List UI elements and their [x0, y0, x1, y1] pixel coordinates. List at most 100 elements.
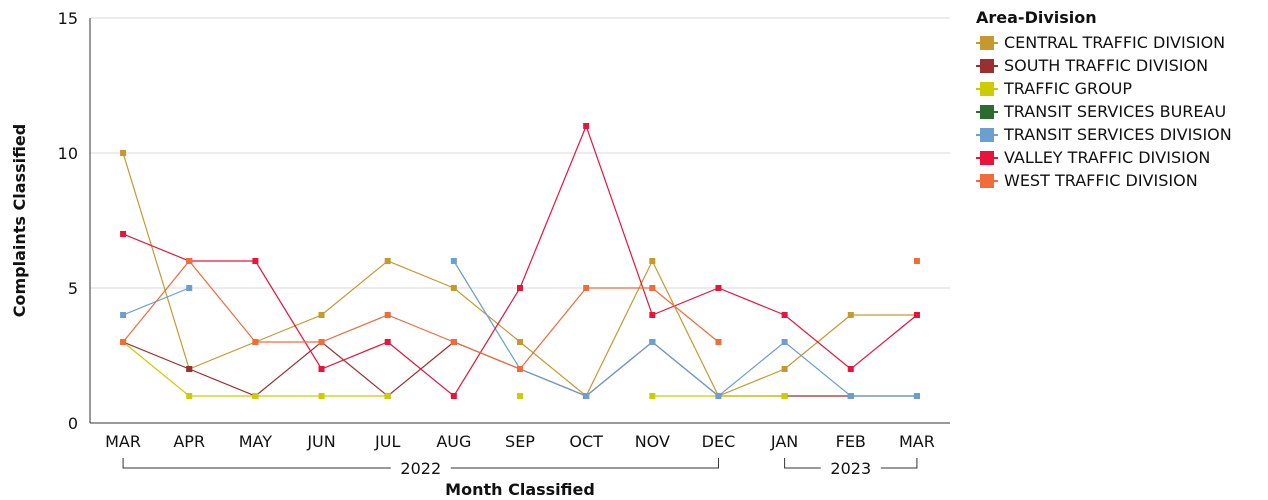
data-point [715, 393, 722, 399]
legend-label: TRAFFIC GROUP [1004, 79, 1133, 98]
data-point [318, 366, 325, 372]
legend-label: TRANSIT SERVICES DIVISION [1004, 125, 1232, 144]
year-label: 2022 [400, 459, 441, 478]
data-point [649, 339, 656, 345]
y-tick-label: 15 [58, 9, 78, 28]
data-point [781, 339, 788, 345]
data-point [186, 258, 193, 264]
legend-label: VALLEY TRAFFIC DIVISION [1004, 148, 1211, 167]
x-tick-label: MAR [105, 432, 141, 451]
y-axis-title: Complaints Classified [10, 124, 29, 317]
data-point [517, 285, 523, 291]
data-point [781, 366, 788, 372]
legend-marker [976, 58, 998, 74]
series-line [122, 152, 917, 397]
year-bracket-left [122, 458, 391, 469]
data-point [450, 258, 457, 264]
data-point [913, 312, 920, 318]
data-point [318, 339, 325, 345]
data-point [649, 258, 656, 264]
legend-item: CENTRAL TRAFFIC DIVISION [976, 31, 1232, 54]
data-point [252, 339, 259, 345]
data-point [120, 231, 127, 237]
data-point [252, 393, 259, 399]
y-tick-label: 5 [68, 279, 78, 298]
data-point [450, 285, 457, 291]
x-tick-label: MAY [239, 432, 273, 451]
x-tick-label: SEP [505, 432, 535, 451]
data-point [649, 285, 656, 291]
data-point [384, 393, 391, 399]
data-point [450, 393, 457, 399]
data-point [318, 393, 325, 399]
legend-label: CENTRAL TRAFFIC DIVISION [1004, 33, 1226, 52]
x-tick-label: AUG [436, 432, 471, 451]
data-point [186, 285, 193, 291]
data-point [583, 123, 590, 129]
legend-marker [976, 35, 998, 51]
data-point [318, 312, 325, 318]
legend-marker [976, 173, 998, 189]
data-point [120, 312, 127, 318]
data-point [847, 393, 854, 399]
legend: Area-Division CENTRAL TRAFFIC DIVISION SO… [976, 8, 1232, 192]
data-point [847, 366, 854, 372]
data-point [517, 339, 523, 345]
legend-label: SOUTH TRAFFIC DIVISION [1004, 56, 1209, 75]
x-tick-label: FEB [836, 432, 866, 451]
data-point [847, 312, 854, 318]
legend-item: SOUTH TRAFFIC DIVISION [976, 54, 1232, 77]
x-tick-label: OCT [569, 432, 603, 451]
data-point [252, 258, 259, 264]
data-point [583, 285, 590, 291]
data-point [649, 312, 656, 318]
legend-title: Area-Division [976, 8, 1097, 27]
data-point [781, 312, 788, 318]
x-tick-label: NOV [635, 432, 670, 451]
legend-marker [976, 81, 998, 97]
series-line [453, 260, 917, 397]
data-point [450, 339, 457, 345]
year-label: 2023 [830, 459, 871, 478]
data-point [583, 393, 590, 399]
data-point [715, 285, 722, 291]
x-tick-label: APR [173, 432, 205, 451]
legend-item: TRANSIT SERVICES BUREAU [976, 100, 1232, 123]
legend-label: WEST TRAFFIC DIVISION [1004, 171, 1198, 190]
data-point [384, 312, 391, 318]
data-point [186, 366, 193, 372]
data-point [186, 393, 193, 399]
legend-item: WEST TRAFFIC DIVISION [976, 169, 1232, 192]
legend-item: TRAFFIC GROUP [976, 77, 1232, 100]
legend-label: TRANSIT SERVICES BUREAU [1004, 102, 1227, 121]
data-point [517, 366, 523, 372]
data-point [781, 393, 788, 399]
x-tick-label: JAN [770, 432, 798, 451]
data-point [913, 393, 920, 399]
data-point [913, 258, 920, 264]
data-point [384, 258, 391, 264]
series-line [122, 341, 388, 397]
data-point [649, 393, 656, 399]
series-line [122, 124, 918, 397]
y-tick-label: 0 [68, 414, 78, 433]
x-tick-label: JUN [306, 432, 335, 451]
legend-item: VALLEY TRAFFIC DIVISION [976, 146, 1232, 169]
series-line [122, 260, 719, 370]
data-point [120, 150, 127, 156]
year-bracket-right [880, 458, 918, 469]
year-bracket-right [450, 458, 719, 469]
legend-marker [976, 150, 998, 166]
year-bracket-left [784, 458, 821, 469]
data-point [517, 393, 523, 399]
legend-marker [976, 104, 998, 120]
y-tick-label: 10 [58, 144, 78, 163]
data-point [384, 339, 391, 345]
x-tick-label: JUL [374, 432, 400, 451]
x-axis-title: Month Classified [445, 480, 595, 499]
x-tick-label: MAR [899, 432, 935, 451]
legend-marker [976, 127, 998, 143]
data-point [120, 339, 127, 345]
x-tick-label: DEC [702, 432, 736, 451]
